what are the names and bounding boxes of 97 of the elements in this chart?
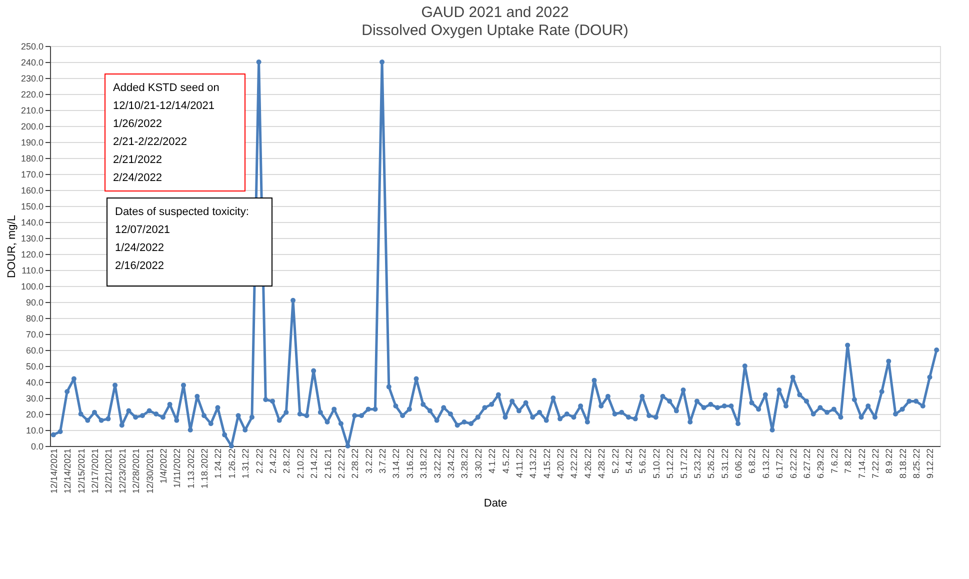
x-tick-label: 6.29.22 [816,448,826,479]
x-tick-label: 6.13.22 [760,448,771,479]
x-tick-label: 5.4.22 [624,448,634,474]
x-tick-label: 4.20.22 [556,448,566,479]
y-tick-label: 250.0 [20,42,44,52]
y-tick-label: 90.0 [26,298,44,308]
x-tick-label: 8.25.22 [912,448,922,479]
x-tick-label: 4.26.22 [582,448,593,479]
x-tick-label: 5.17.22 [678,448,689,479]
x-tick-label: 3.16.22 [404,448,415,479]
x-tick-label: 4.22.22 [569,448,580,479]
x-tick-label: 1.31.22 [240,448,251,479]
x-tick-label: 5.2.22 [610,448,620,474]
x-tick-label: 12/30/2021 [144,448,155,494]
y-tick-label: 140.0 [20,218,44,228]
x-tick-label: 2.2.22 [254,448,264,474]
y-tick-label: 220.0 [20,90,44,100]
x-tick-label: 4.13.22 [528,448,538,479]
y-tick-label: 0.0 [30,442,44,452]
y-tick-label: 20.0 [26,410,44,420]
y-tick-label: 80.0 [26,314,44,324]
y-tick-label: 60.0 [26,346,44,356]
chart-subtitle: Dissolved Oxygen Uptake Rate (DOUR) [362,22,628,39]
x-tick-label: 4.28.22 [596,448,607,479]
y-tick-label: 170.0 [20,170,44,180]
x-tick-label: 4.1.22 [487,448,498,474]
y-tick-label: 200.0 [20,122,44,132]
x-tick-label: 1.24.22 [213,448,224,479]
x-tick-label: 4.11.22 [514,448,524,478]
y-tick-label: 120.0 [20,250,44,260]
x-tick-label: 3.2.22 [364,448,374,474]
x-tick-label: 5.26.22 [706,448,716,479]
x-tick-label: 7.22.22 [870,448,880,479]
annotation: Dates of suspected toxicity: 12/07/2021 1/24/2022 2/16/2022 [115,206,249,272]
y-tick-label: 100.0 [20,282,44,292]
y-tick-label: 160.0 [20,186,44,196]
x-tick-label: 7.6.22 [829,448,840,474]
x-tick-label: 12/28/2021 [131,448,142,494]
x-tick-label: 2.16.21 [322,448,333,479]
y-tick-label: 110.0 [22,266,44,276]
x-tick-label: 5.12.22 [665,448,676,479]
x-tick-label: 3.18.22 [418,448,429,479]
x-tick-label: 4.5.22 [500,448,511,474]
x-tick-label: 7.8.22 [843,448,854,474]
x-tick-label: 2.10.22 [295,448,306,479]
x-tick-label: 2.4.22 [268,448,278,474]
x-tick-label: 5.10.22 [651,448,662,479]
x-tick-label: 3.28.22 [460,448,470,479]
y-tick-label: 240.0 [20,58,44,68]
x-tick-label: 3.14.22 [391,448,402,479]
y-tick-label: 230.0 [20,74,44,84]
y-tick-label: 50.0 [26,362,44,372]
y-tick-label: 150.0 [20,202,44,212]
y-tick-label: 40.0 [26,378,44,388]
x-tick-label: 12/21/2021 [104,448,114,494]
x-tick-label: 3.7.22 [378,448,388,474]
x-tick-label: 6.06.22 [734,448,744,479]
annotation: Added KSTD seed on 12/10/21-12/14/2021 1/26/2022 2/21-2/22/2022 2/21/2022 2/24/2022 [113,82,220,184]
x-tick-label: 1.13.2022 [186,448,196,489]
chart-title: GAUD 2021 and 2022 [421,4,569,21]
x-tick-label: 5.31.22 [720,448,730,479]
x-tick-label: 12/14/2021 [48,448,59,494]
x-tick-label: 8.9.22 [884,448,894,474]
x-tick-label: 12/14/2021 [62,448,73,494]
x-tick-label: 6.27.22 [802,448,812,479]
y-axis-title: DOUR, mg/L [6,215,18,278]
x-tick-label: 7.14.22 [856,448,867,479]
x-axis-title: Date [484,498,508,510]
y-tick-label: 30.0 [26,394,44,404]
x-tick-label: 5.23.22 [692,448,702,479]
x-tick-label: 3.24.22 [446,448,456,479]
x-tick-label: 6.17.22 [774,448,785,479]
x-tick-label: 2.22.22 [336,448,346,479]
y-tick-label: 180.0 [20,154,44,164]
x-tick-label: 3.30.22 [473,448,484,479]
x-tick-label: 1/4/2022 [158,448,168,484]
x-tick-label: 12/17/2021 [90,448,100,494]
x-tick-label: 2.28.22 [350,448,360,479]
y-tick-label: 10.0 [26,426,44,436]
x-tick-label: 9.12.22 [925,448,936,479]
x-tick-label: 8.18.22 [898,448,908,479]
x-tick-label: 3.22.22 [432,448,442,479]
x-tick-label: 4.15.22 [542,448,552,479]
x-tick-label: 12/23/2021 [117,448,128,494]
y-tick-label: 190.0 [20,138,44,148]
x-tick-label: 2.8.22 [282,448,292,474]
y-tick-label: 210.0 [20,106,44,116]
x-tick-label: 2.14.22 [309,448,320,479]
y-tick-label: 70.0 [26,330,44,340]
x-tick-label: 1.18.2022 [200,448,210,489]
x-tick-label: 1.26.22 [226,448,237,479]
x-tick-label: 5.6.22 [638,448,648,474]
x-tick-label: 6.22.22 [788,448,798,479]
y-tick-label: 130.0 [20,234,44,244]
x-tick-label: 12/15/2021 [76,448,86,494]
x-tick-label: 1/11/2022 [172,448,182,488]
x-tick-label: 6.8.22 [747,448,758,474]
